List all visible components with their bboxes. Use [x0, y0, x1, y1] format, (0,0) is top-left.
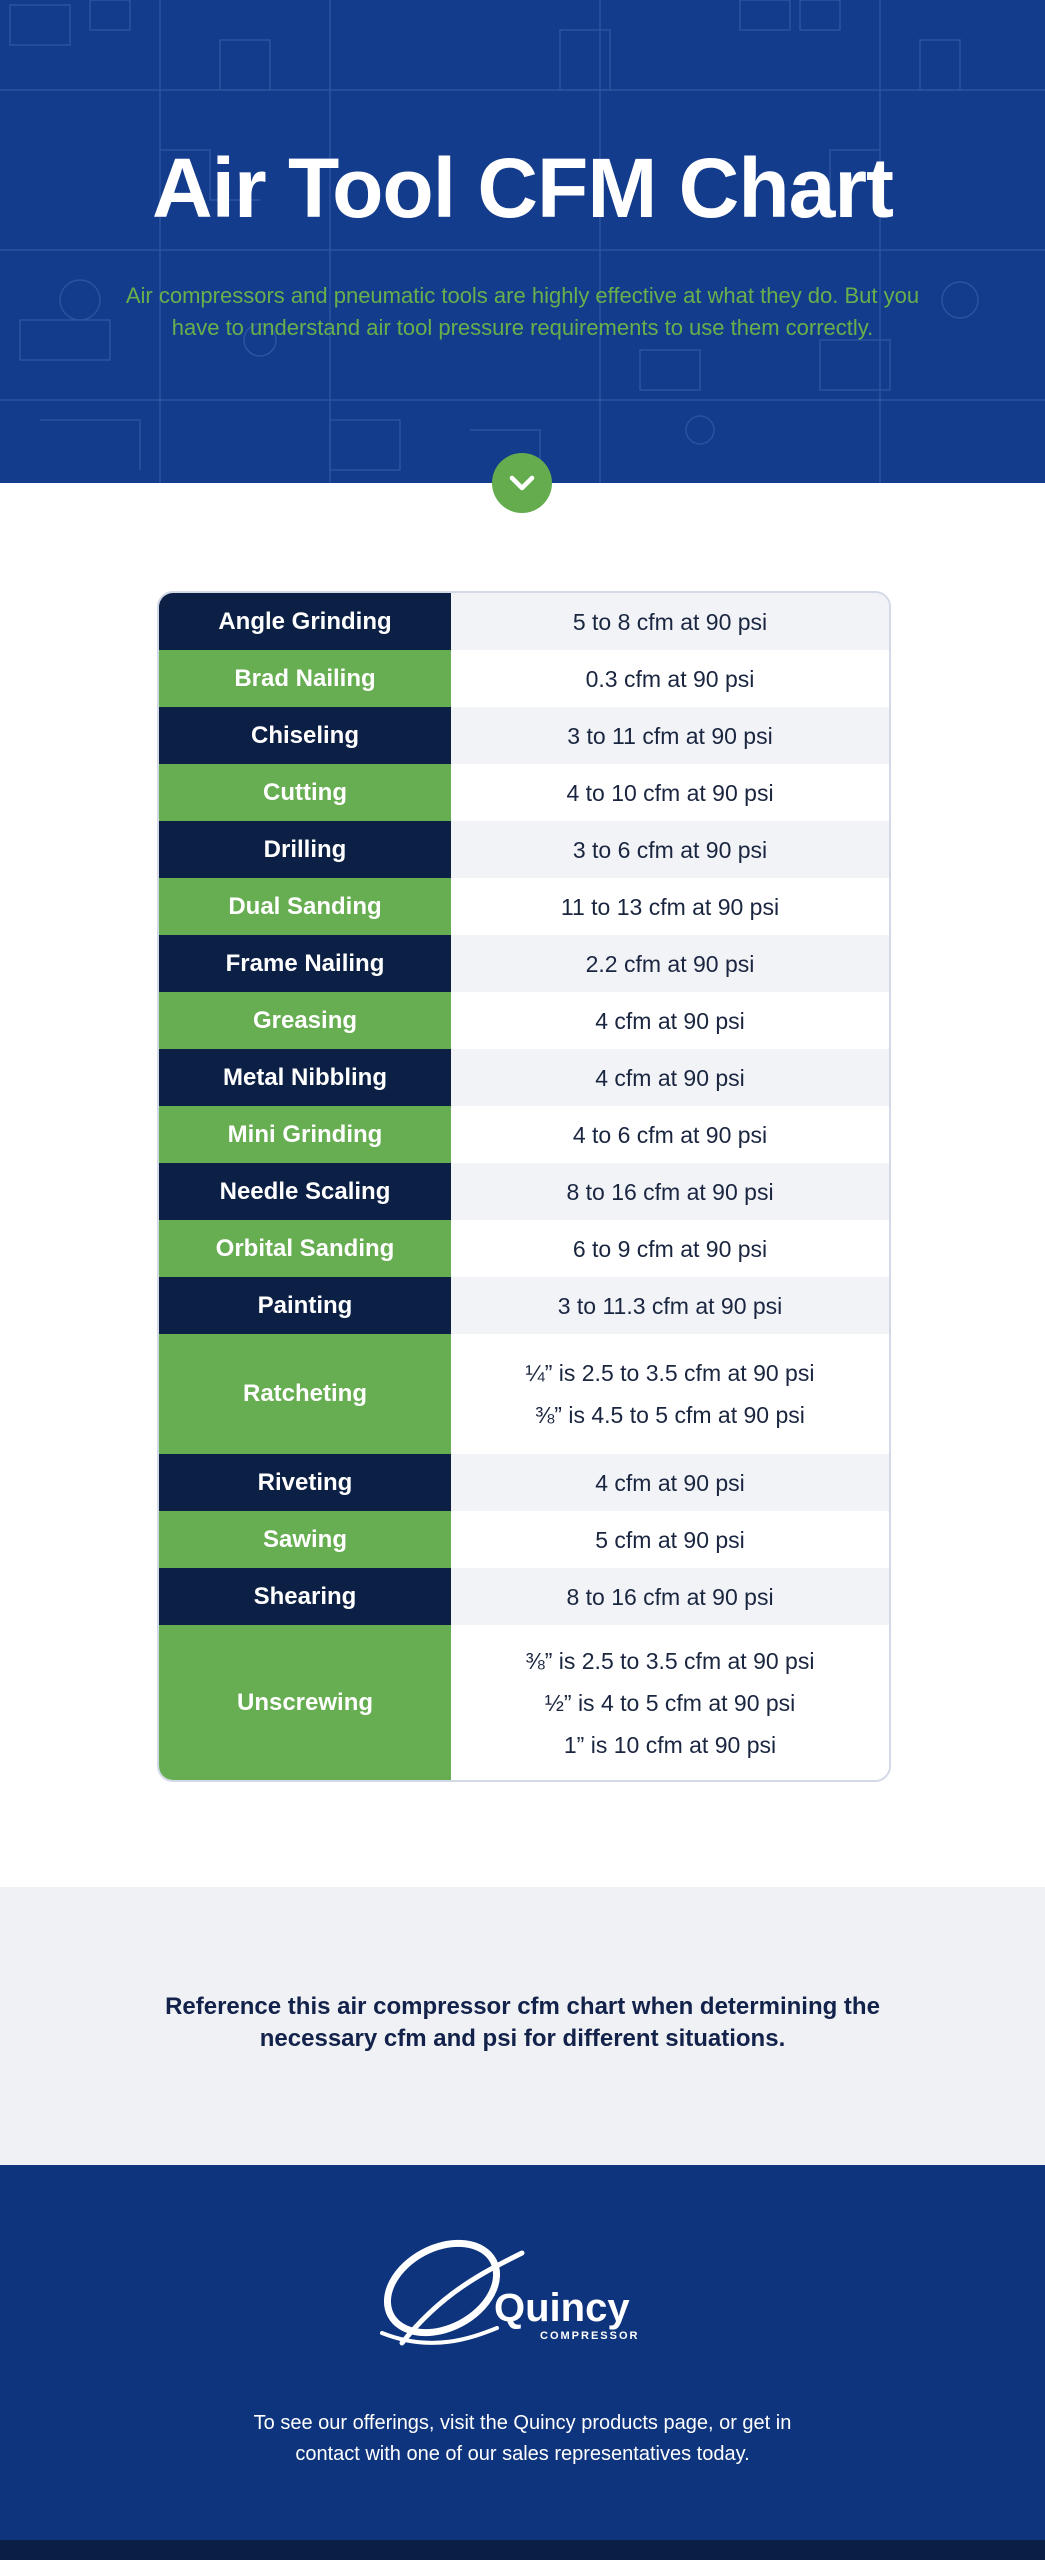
cfm-value-cell: 6 to 9 cfm at 90 psi: [451, 1220, 889, 1277]
cfm-value-cell: 3 to 6 cfm at 90 psi: [451, 821, 889, 878]
cfm-value-cell: 4 to 6 cfm at 90 psi: [451, 1106, 889, 1163]
cfm-value: 4 cfm at 90 psi: [595, 1469, 745, 1496]
tool-name: Sawing: [159, 1511, 451, 1568]
cfm-value: 3 to 11 cfm at 90 psi: [567, 722, 773, 749]
cfm-value: 8 to 16 cfm at 90 psi: [566, 1583, 774, 1610]
cfm-value: 4 to 6 cfm at 90 psi: [572, 1121, 768, 1148]
cfm-value: 11 to 13 cfm at 90 psi: [560, 893, 780, 920]
table-row: Painting 3 to 11.3 cfm at 90 psi: [159, 1277, 889, 1334]
table-row: Orbital Sanding 6 to 9 cfm at 90 psi: [159, 1220, 889, 1277]
reference-note-section: Reference this air compressor cfm chart …: [0, 1887, 1045, 2165]
tool-name: Needle Scaling: [159, 1163, 451, 1220]
cfm-value-cell: 3 to 11.3 cfm at 90 psi: [451, 1277, 889, 1334]
cfm-value: 8 to 16 cfm at 90 psi: [566, 1178, 774, 1205]
tool-name: Drilling: [159, 821, 451, 878]
cfm-value: 4 cfm at 90 psi: [595, 1007, 745, 1034]
tool-name: Brad Nailing: [159, 650, 451, 707]
cfm-value: 2.2 cfm at 90 psi: [585, 950, 755, 977]
table-row: Metal Nibbling 4 cfm at 90 psi: [159, 1049, 889, 1106]
table-row: Cutting 4 to 10 cfm at 90 psi: [159, 764, 889, 821]
table-row: Unscrewing ⅜” is 2.5 to 3.5 cfm at 90 ps…: [159, 1625, 889, 1780]
cfm-value: ⅜” is 4.5 to 5 cfm at 90 psi: [535, 1402, 805, 1428]
hero-section: Air Tool CFM Chart Air compressors and p…: [0, 0, 1045, 483]
tool-name: Metal Nibbling: [159, 1049, 451, 1106]
blueprint-background: [0, 0, 1045, 483]
tool-name: Painting: [159, 1277, 451, 1334]
cfm-value: 6 to 9 cfm at 90 psi: [572, 1235, 768, 1262]
chevron-down-icon: [509, 475, 535, 491]
cfm-value-cell: 3 to 11 cfm at 90 psi: [451, 707, 889, 764]
table-row: Mini Grinding 4 to 6 cfm at 90 psi: [159, 1106, 889, 1163]
cfm-value-cell: 5 to 8 cfm at 90 psi: [451, 593, 889, 650]
tool-name: Greasing: [159, 992, 451, 1049]
tool-name: Mini Grinding: [159, 1106, 451, 1163]
tool-name: Shearing: [159, 1568, 451, 1625]
table-row: Chiseling 3 to 11 cfm at 90 psi: [159, 707, 889, 764]
cfm-value: 3 to 11.3 cfm at 90 psi: [557, 1292, 783, 1319]
cfm-value: 4 to 10 cfm at 90 psi: [566, 779, 774, 806]
bottom-bar: [0, 2540, 1045, 2560]
tool-name: Frame Nailing: [159, 935, 451, 992]
cfm-value: 5 to 8 cfm at 90 psi: [572, 608, 768, 635]
quincy-logo-icon[interactable]: Quincy COMPRESSOR: [372, 2233, 672, 2363]
cfm-value-cell: 2.2 cfm at 90 psi: [451, 935, 889, 992]
tool-name: Angle Grinding: [159, 593, 451, 650]
cfm-value: ¼” is 2.5 to 3.5 cfm at 90 psi: [525, 1360, 815, 1386]
cfm-value: 5 cfm at 90 psi: [595, 1526, 745, 1553]
tool-name: Unscrewing: [159, 1625, 451, 1780]
table-row: Angle Grinding 5 to 8 cfm at 90 psi: [159, 593, 889, 650]
cfm-value-cell: 4 cfm at 90 psi: [451, 1454, 889, 1511]
tool-name: Ratcheting: [159, 1334, 451, 1454]
table-row: Sawing 5 cfm at 90 psi: [159, 1511, 889, 1568]
scroll-down-button[interactable]: [492, 453, 552, 513]
table-row: Brad Nailing 0.3 cfm at 90 psi: [159, 650, 889, 707]
svg-text:COMPRESSOR: COMPRESSOR: [540, 2330, 639, 2342]
cfm-value: 4 cfm at 90 psi: [595, 1064, 745, 1091]
tool-name: Riveting: [159, 1454, 451, 1511]
cfm-value-cell: 8 to 16 cfm at 90 psi: [451, 1568, 889, 1625]
table-row: Shearing 8 to 16 cfm at 90 psi: [159, 1568, 889, 1625]
table-row: Riveting 4 cfm at 90 psi: [159, 1454, 889, 1511]
table-row: Greasing 4 cfm at 90 psi: [159, 992, 889, 1049]
footer-cta-text: To see our offerings, visit the Quincy p…: [253, 2412, 792, 2465]
table-row: Dual Sanding 11 to 13 cfm at 90 psi: [159, 878, 889, 935]
reference-note: Reference this air compressor cfm chart …: [165, 1993, 880, 2052]
tool-name: Orbital Sanding: [159, 1220, 451, 1277]
cfm-value-cell: 4 cfm at 90 psi: [451, 1049, 889, 1106]
footer: Quincy COMPRESSOR To see our offerings, …: [0, 2165, 1045, 2540]
cfm-value: ⅜” is 2.5 to 3.5 cfm at 90 psi: [525, 1647, 815, 1674]
table-row: Needle Scaling 8 to 16 cfm at 90 psi: [159, 1163, 889, 1220]
tool-name: Dual Sanding: [159, 878, 451, 935]
cfm-value: 1” is 10 cfm at 90 psi: [563, 1731, 777, 1758]
cfm-value-cell: ¼” is 2.5 to 3.5 cfm at 90 psi ⅜” is 4.5…: [451, 1334, 889, 1454]
cfm-value-cell: 0.3 cfm at 90 psi: [451, 650, 889, 707]
cfm-value-cell: ⅜” is 2.5 to 3.5 cfm at 90 psi ½” is 4 t…: [451, 1625, 889, 1780]
tool-name: Cutting: [159, 764, 451, 821]
cfm-value-cell: 8 to 16 cfm at 90 psi: [451, 1163, 889, 1220]
hero-subtitle: Air compressors and pneumatic tools are …: [125, 283, 920, 340]
cfm-value-cell: 11 to 13 cfm at 90 psi: [451, 878, 889, 935]
table-row: Ratcheting ¼” is 2.5 to 3.5 cfm at 90 ps…: [159, 1334, 889, 1454]
cfm-value: 3 to 6 cfm at 90 psi: [572, 836, 768, 863]
cfm-table: Angle Grinding 5 to 8 cfm at 90 psi Brad…: [157, 591, 891, 1782]
cfm-value: ½” is 4 to 5 cfm at 90 psi: [544, 1689, 796, 1716]
tool-name: Chiseling: [159, 707, 451, 764]
table-row: Drilling 3 to 6 cfm at 90 psi: [159, 821, 889, 878]
cfm-value-cell: 5 cfm at 90 psi: [451, 1511, 889, 1568]
cfm-value-cell: 4 to 10 cfm at 90 psi: [451, 764, 889, 821]
page-title: Air Tool CFM Chart: [151, 141, 894, 235]
svg-text:Quincy: Quincy: [494, 2286, 630, 2330]
table-row: Frame Nailing 2.2 cfm at 90 psi: [159, 935, 889, 992]
cfm-value-cell: 4 cfm at 90 psi: [451, 992, 889, 1049]
cfm-value: 0.3 cfm at 90 psi: [585, 665, 755, 692]
